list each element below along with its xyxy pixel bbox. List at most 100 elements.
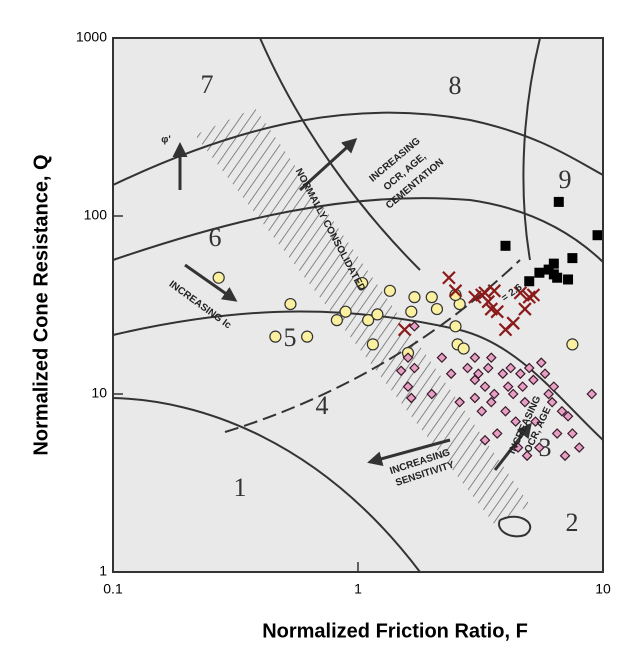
point (513, 286, 528, 300)
arrow (184, 263, 238, 302)
point (301, 330, 314, 343)
point (448, 284, 463, 298)
point (469, 352, 481, 364)
point (485, 352, 497, 364)
point (402, 381, 414, 392)
point (512, 442, 524, 453)
point (548, 258, 559, 269)
point (567, 253, 578, 264)
annotation: φ' (161, 135, 171, 146)
point (395, 365, 407, 377)
point (490, 304, 504, 319)
point (497, 368, 509, 380)
x-tick-label: 1 (354, 581, 362, 597)
point (506, 316, 520, 330)
zone-label: 7 (201, 70, 214, 99)
point (426, 388, 438, 400)
boundary (522, 37, 541, 261)
arrow (367, 438, 451, 467)
boundary (112, 397, 421, 573)
zone-label: 5 (284, 323, 297, 352)
zone-label: 1 (234, 473, 247, 502)
point (383, 284, 397, 297)
zone-boundaries (112, 37, 604, 573)
point (487, 284, 502, 298)
point (543, 388, 554, 400)
y-axis-label: Normalized Cone Resistance, Q (30, 154, 52, 455)
point (548, 381, 560, 392)
point (535, 357, 547, 369)
point (505, 362, 517, 374)
point (543, 264, 554, 275)
point (269, 330, 282, 343)
arrow (298, 137, 358, 192)
point (436, 352, 448, 364)
point (485, 396, 497, 408)
point (212, 271, 225, 284)
point (479, 434, 491, 446)
point (563, 274, 574, 285)
point (356, 276, 369, 290)
y-tick-label: 10 (91, 385, 107, 401)
point (523, 362, 535, 374)
point (592, 230, 603, 241)
point (539, 368, 551, 380)
point (366, 338, 379, 351)
point (521, 450, 533, 462)
x-axis-label: Normalized Friction Ratio, F (262, 620, 528, 642)
point (556, 405, 568, 417)
point (473, 368, 484, 380)
point (566, 338, 579, 351)
point (425, 291, 438, 304)
point (559, 450, 571, 462)
point (402, 352, 414, 364)
point (524, 276, 535, 287)
ic-line (224, 259, 521, 433)
point (408, 291, 421, 304)
boundary (498, 515, 532, 538)
point (491, 428, 503, 439)
point (449, 320, 462, 333)
zone-label: 2 (566, 508, 579, 537)
zone-label: 6 (209, 223, 222, 252)
point (510, 416, 521, 427)
point (371, 308, 384, 321)
point (573, 442, 585, 453)
nc-band (195, 108, 530, 525)
point (462, 362, 473, 374)
boundary (259, 37, 421, 271)
point (586, 388, 598, 400)
boundary (112, 310, 604, 441)
point (534, 442, 545, 453)
point (409, 320, 420, 332)
point (507, 388, 519, 400)
point (482, 362, 494, 374)
point (454, 396, 466, 408)
point (518, 302, 532, 316)
point (457, 342, 470, 355)
point (515, 368, 526, 380)
point (562, 410, 574, 422)
boundary (112, 197, 604, 263)
point (534, 267, 545, 278)
x-tick-label: 0.1 (103, 581, 123, 597)
point (362, 314, 375, 327)
point (339, 305, 352, 318)
point (330, 314, 343, 327)
zone-label: 4 (316, 391, 329, 420)
point (519, 396, 531, 408)
point (442, 270, 456, 285)
point (476, 405, 488, 417)
point (469, 392, 481, 404)
zone-label: 9 (559, 165, 572, 194)
point (502, 381, 514, 392)
point (488, 388, 500, 400)
point (405, 392, 417, 404)
zone-label: 3 (539, 433, 552, 462)
point (530, 416, 541, 427)
data-layer (212, 196, 603, 462)
y-tick-label: 1 (99, 563, 107, 579)
point (397, 322, 412, 337)
point (430, 302, 444, 316)
